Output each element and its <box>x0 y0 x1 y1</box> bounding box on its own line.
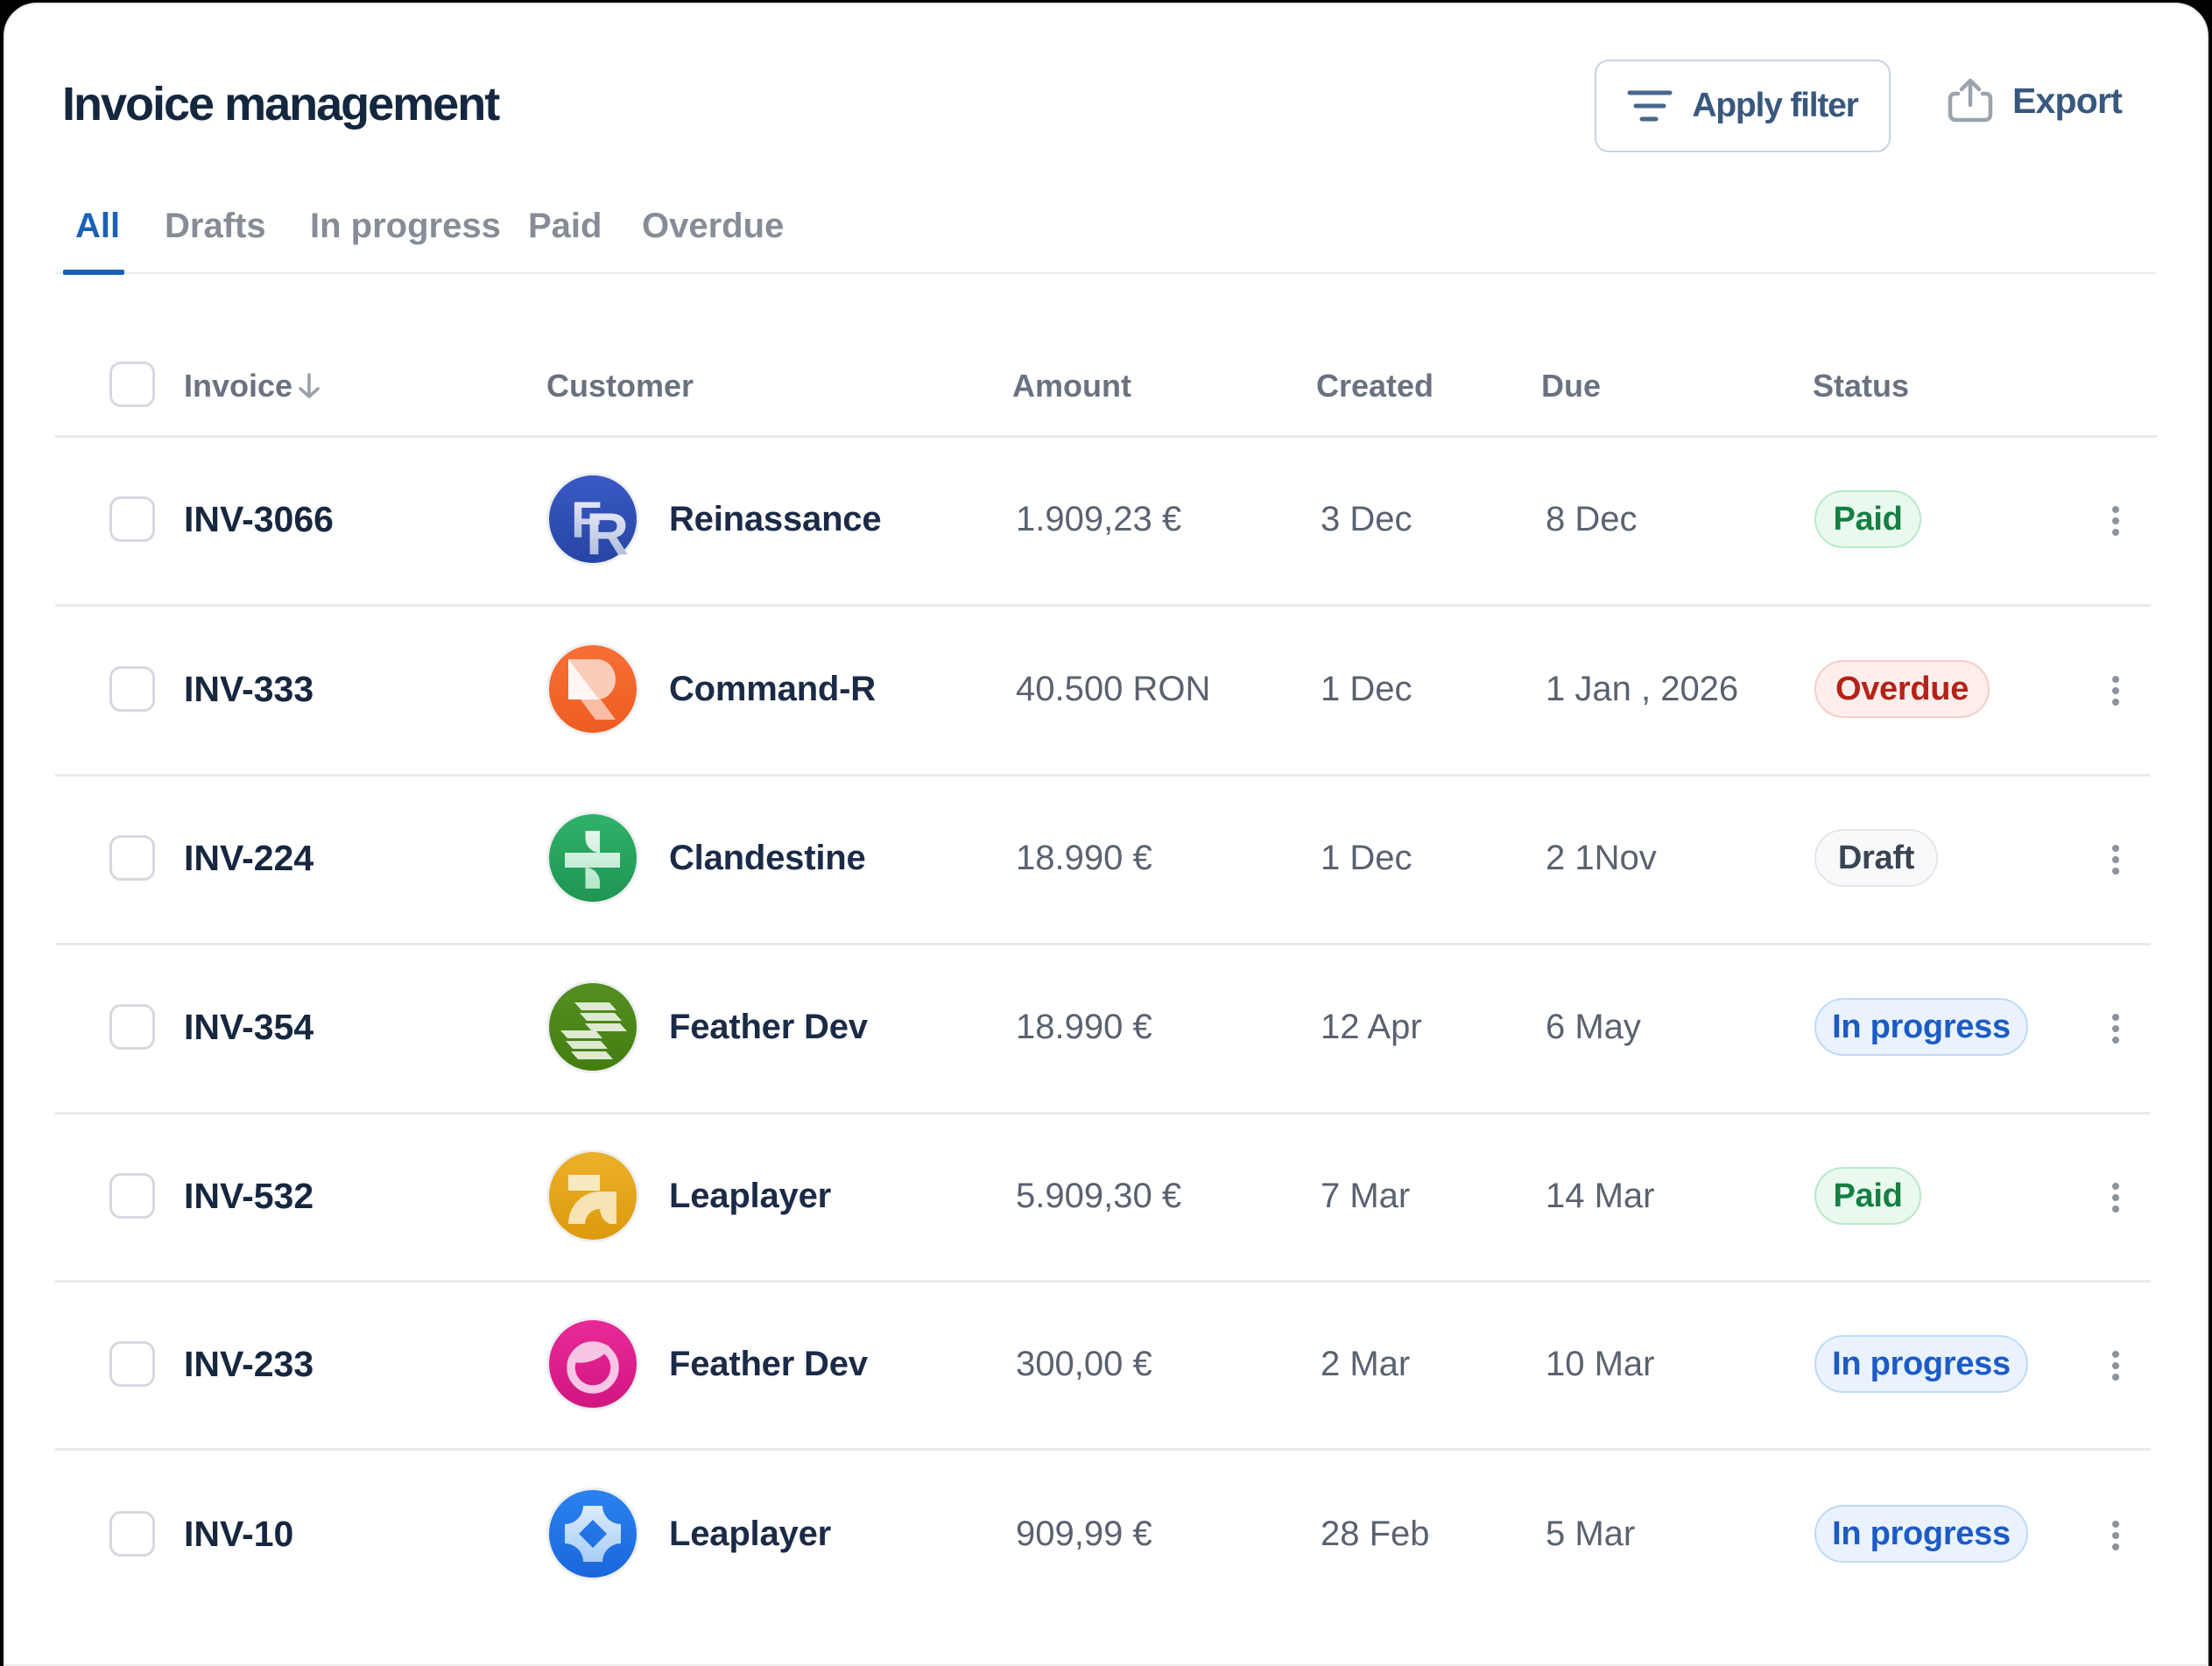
svg-text:R: R <box>586 501 629 566</box>
svg-text:F: F <box>571 492 602 549</box>
